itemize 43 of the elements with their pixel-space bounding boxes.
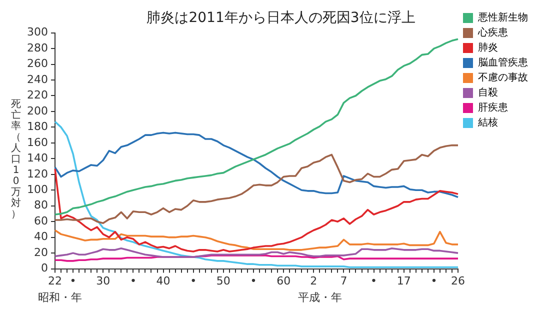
- x-tick-label: 60: [276, 274, 291, 288]
- y-tick-label: 180: [26, 120, 48, 134]
- x-tick-label: •: [250, 274, 257, 288]
- y-tick-label: 140: [26, 152, 48, 165]
- y-tick-label: 240: [26, 72, 48, 86]
- legend-label: 結核: [477, 116, 498, 129]
- legend-label: 悪性新生物: [477, 12, 528, 24]
- chart-title: 肺炎は2011年から日本人の死因3位に浮上: [146, 10, 416, 26]
- legend-label: 脳血管疾患: [478, 56, 528, 69]
- x-tick-label: •: [130, 274, 136, 288]
- legend-label: 心疾患: [477, 26, 508, 39]
- x-tick-label: 30: [96, 274, 110, 288]
- text: 昭和・年: [38, 290, 82, 305]
- y-tick-label: 20: [34, 246, 48, 259]
- legend-label: 肝疾患: [478, 102, 508, 114]
- y-tick-label: 0: [40, 262, 48, 275]
- legend-label: 不慮の事故: [478, 72, 528, 84]
- legend-label: 肺炎: [478, 42, 498, 54]
- x-tick-label: 40: [156, 274, 170, 288]
- x-tick-label: 26: [451, 274, 465, 288]
- x-tick-label: 7: [340, 274, 348, 288]
- x-tick-label: •: [430, 274, 438, 288]
- x-tick-label: 2: [310, 274, 318, 288]
- x-tick-label: •: [70, 274, 76, 288]
- x-tick-label: •: [370, 274, 378, 288]
- legend-label: 自殺: [478, 86, 498, 99]
- x-tick-label: 50: [216, 274, 230, 288]
- x-tick-label: 22: [48, 274, 62, 288]
- y-tick-label: 160: [26, 136, 48, 149]
- y-tick-label: 220: [26, 88, 48, 102]
- y-tick-label: 40: [34, 230, 48, 244]
- y-tick-label: 280: [26, 41, 48, 54]
- text: 平成・年: [298, 290, 342, 305]
- text: 死亡率（人口10万対）: [11, 98, 21, 220]
- x-tick-label: •: [190, 274, 197, 288]
- y-tick-label: 100: [26, 182, 48, 196]
- x-tick-label: 17: [396, 274, 411, 288]
- y-tick-label: 260: [26, 57, 48, 70]
- y-tick-label: 200: [26, 104, 48, 118]
- y-tick-label: 80: [34, 198, 48, 212]
- y-tick-label: 120: [26, 167, 48, 180]
- y-tick-label: 300: [26, 26, 48, 39]
- y-tick-label: 60: [34, 214, 48, 228]
